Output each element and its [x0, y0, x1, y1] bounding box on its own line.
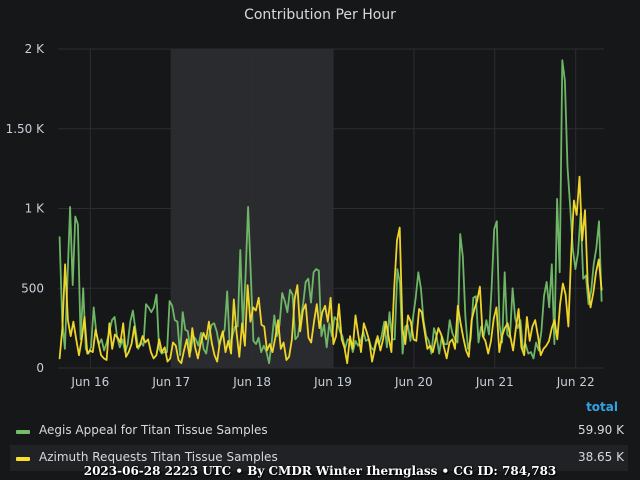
series-color-swatch — [16, 457, 30, 461]
legend-item-aegis[interactable]: Aegis Appeal for Titan Tissue Samples 59… — [10, 418, 628, 444]
y-tick-label: 500 — [21, 281, 44, 295]
legend-series-name: Aegis Appeal for Titan Tissue Samples — [39, 423, 268, 437]
y-tick-label: 0 — [36, 361, 44, 375]
y-tick-label: 1.50 K — [6, 122, 46, 136]
footer-caption: 2023-06-28 2223 UTC • By CMDR Winter Ihe… — [83, 464, 557, 478]
legend-series-total: 38.65 K — [577, 450, 624, 464]
x-tick-label: Jun 22 — [556, 375, 595, 389]
x-tick-label: Jun 21 — [475, 375, 514, 389]
legend-item-azimuth[interactable]: Azimuth Requests Titan Tissue Samples 38… — [10, 445, 628, 471]
chart-title: Contribution Per Hour — [244, 7, 396, 23]
legend-total-header[interactable]: total — [586, 400, 618, 414]
series-color-swatch — [16, 430, 30, 434]
legend-series-total: 59.90 K — [577, 423, 624, 437]
x-tick-label: Jun 17 — [151, 375, 190, 389]
line-chart[interactable]: 0 500 1 K 1.50 K 2 K Jun 16 Jun 17 Jun 18 Jun 1… — [0, 0, 640, 400]
series-line-aegis — [58, 59, 603, 365]
y-tick-label: 1 K — [25, 202, 45, 216]
x-tick-label: Jun 20 — [394, 375, 433, 389]
x-tick-label: Jun 16 — [70, 375, 109, 389]
x-tick-label: Jun 18 — [232, 375, 271, 389]
series-line-azimuth — [58, 175, 603, 365]
y-tick-label: 2 K — [25, 42, 45, 56]
legend-series-name: Azimuth Requests Titan Tissue Samples — [39, 450, 278, 464]
x-tick-label: Jun 19 — [313, 375, 352, 389]
